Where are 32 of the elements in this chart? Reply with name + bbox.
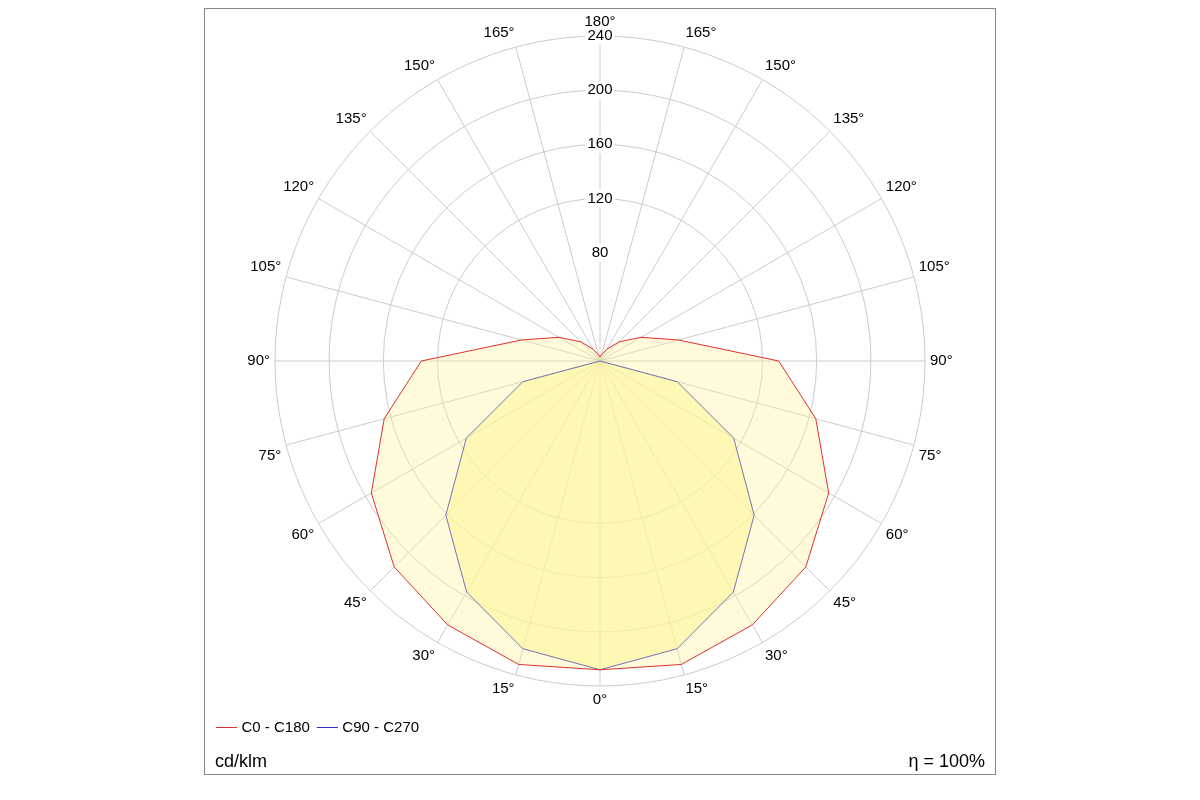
text: η = 100% [908, 751, 985, 772]
spoke-label: 150° [403, 56, 435, 74]
legend-label: C90 - C270 [342, 717, 420, 735]
spoke-label: 105° [250, 256, 282, 274]
spoke-label: 30° [765, 645, 788, 663]
spoke-label: 90° [247, 351, 270, 369]
text: cd/klm [215, 751, 268, 772]
spoke-label: 135° [335, 108, 367, 126]
legend-label: C0 - C180 [241, 717, 310, 735]
y-tick-label: 200 [587, 80, 613, 98]
y-tick-label: 240 [587, 26, 613, 44]
spoke-label: 150° [765, 56, 797, 74]
y-tick-label: 160 [587, 134, 613, 152]
spoke-label: 75° [258, 445, 282, 463]
spoke-label: 165° [483, 23, 515, 41]
spoke-label: 135° [833, 108, 865, 126]
spoke-label: 165° [685, 23, 717, 41]
spoke-label: 60° [291, 525, 315, 543]
spoke-label: 120° [885, 177, 917, 195]
y-tick-label: 120 [587, 188, 613, 206]
spoke-label: 120° [283, 177, 315, 195]
y-tick-label: 80 [591, 242, 609, 260]
spoke-label: 90° [930, 351, 953, 369]
spoke-label: 15° [491, 678, 515, 696]
spoke-label: 105° [918, 256, 950, 274]
spoke-label: 45° [343, 593, 367, 611]
spoke-label: 45° [833, 593, 857, 611]
spoke-label: 15° [685, 678, 709, 696]
spoke-label: 60° [885, 525, 909, 543]
spoke-label: 0° [592, 690, 608, 708]
spoke-label: 75° [918, 445, 942, 463]
spoke-label: 30° [412, 645, 435, 663]
